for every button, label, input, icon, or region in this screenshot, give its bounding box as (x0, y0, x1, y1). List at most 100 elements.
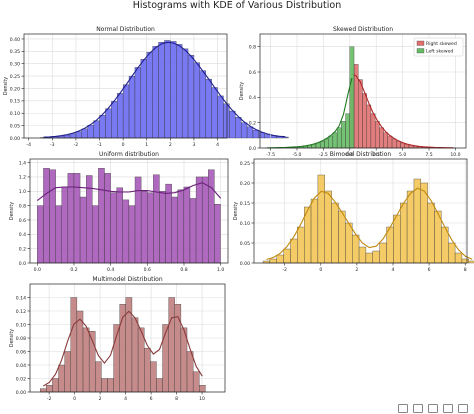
bar (64, 351, 71, 393)
bar (162, 324, 169, 393)
bar (93, 120, 100, 139)
bar (140, 191, 148, 264)
x-tick-label: -7.5 (266, 152, 275, 158)
x-tick-label: 2 (169, 142, 172, 148)
x-tick-label: 4 (216, 142, 219, 148)
y-tick-label: 0.05 (10, 123, 20, 129)
kde-line (266, 187, 473, 261)
bar (461, 258, 469, 264)
bar (131, 317, 139, 393)
x-tick-label: 8 (464, 267, 467, 273)
bar (137, 327, 145, 393)
bar (246, 126, 254, 139)
settings-icon[interactable] (458, 404, 468, 413)
bar (383, 132, 389, 149)
y-tick-label: 0.20 (10, 86, 20, 92)
y-tick-label: 0.00 (240, 261, 250, 267)
bar (158, 41, 165, 139)
x-tick-label: 10 (199, 396, 205, 402)
bar (79, 196, 87, 264)
y-tick-label: 1.0 (19, 189, 26, 195)
bar (358, 246, 367, 264)
bar (328, 135, 334, 149)
bar (332, 132, 338, 149)
y-tick-label: 0.6 (249, 70, 256, 76)
bar (454, 252, 463, 264)
bar (468, 260, 474, 264)
home-icon[interactable] (413, 404, 423, 413)
bar (193, 62, 201, 139)
bar (276, 254, 284, 264)
y-tick-label: 0.10 (240, 221, 250, 227)
bar (192, 371, 200, 393)
bar (297, 226, 305, 264)
bar (214, 204, 221, 264)
bar (201, 176, 209, 264)
legend-swatch (416, 48, 425, 54)
bar (349, 46, 355, 149)
x-tick-label: 4 (124, 396, 127, 402)
bar (331, 202, 339, 264)
kde-line (267, 77, 353, 149)
bar (144, 347, 151, 393)
y-tick-label: 1.2 (19, 175, 26, 181)
bar (235, 117, 242, 139)
bar (152, 46, 159, 139)
kde-line (36, 182, 222, 202)
save-icon[interactable] (398, 404, 408, 413)
y-tick-label: 0.00 (16, 390, 26, 396)
bar (400, 202, 408, 264)
x-tick-label: 10.0 (450, 152, 460, 158)
y-tick-label: 1.4 (19, 160, 26, 166)
bar (345, 222, 353, 264)
bar (352, 234, 360, 264)
bar (223, 103, 230, 139)
chart-title: Uniform distribution (99, 151, 159, 158)
bar (168, 297, 175, 393)
x-tick-label: 5.0 (399, 152, 406, 158)
y-axis-label: Density (9, 202, 15, 220)
bar (171, 196, 178, 264)
y-tick-label: 0.04 (16, 363, 26, 369)
bar (372, 250, 380, 264)
bar (252, 129, 260, 139)
bar (110, 192, 117, 264)
bar (189, 198, 197, 264)
bar (140, 59, 147, 139)
bar (345, 113, 350, 149)
legend: Right skewed Left skewed (413, 37, 464, 57)
bar (177, 189, 185, 264)
bar (317, 174, 325, 264)
x-tick-label: 1.0 (217, 267, 224, 273)
y-tick-label: 0.2 (19, 246, 26, 252)
bar (406, 190, 415, 264)
y-axis-label: Density (3, 77, 9, 95)
x-tick-label: 2 (355, 267, 358, 273)
y-tick-label: 0.25 (10, 74, 20, 80)
pan-icon[interactable] (428, 404, 438, 413)
bar (199, 70, 206, 139)
y-tick-label: 0.25 (240, 161, 250, 167)
y-tick-label: 0.12 (16, 309, 26, 315)
bar (365, 252, 373, 264)
bar (208, 169, 215, 264)
kde-line (43, 310, 203, 387)
bar (199, 385, 206, 393)
bar (40, 388, 47, 393)
chart-panel-4: 0.00 0.05 0.10 0.15 0.20 0.25 -2 0 2 4 6 8 Bimodel D… (233, 151, 474, 273)
bar (76, 310, 84, 393)
legend-box (413, 37, 464, 57)
bar (81, 128, 88, 139)
x-tick-label: 8 (175, 396, 178, 402)
x-tick-label: 0.2 (70, 267, 77, 273)
y-axis-label: Density (233, 202, 239, 220)
chart-panel-3: 0.0 0.2 0.4 0.6 0.8 1.0 1.2 1.4 0.0 0.2 0.4 0.6 0.8 1… (9, 151, 229, 273)
bar (324, 190, 332, 264)
y-tick-label: 0.08 (16, 336, 26, 342)
bar (217, 95, 224, 139)
bar (117, 93, 124, 139)
chart-panel-5: 0.00 0.02 0.04 0.06 0.08 0.10 0.12 0.14 -2 0 2 4 6 8 1… (9, 276, 226, 402)
zoom-icon[interactable] (443, 404, 453, 413)
axes-frame (29, 158, 229, 264)
y-tick-label: 0.8 (249, 44, 256, 50)
